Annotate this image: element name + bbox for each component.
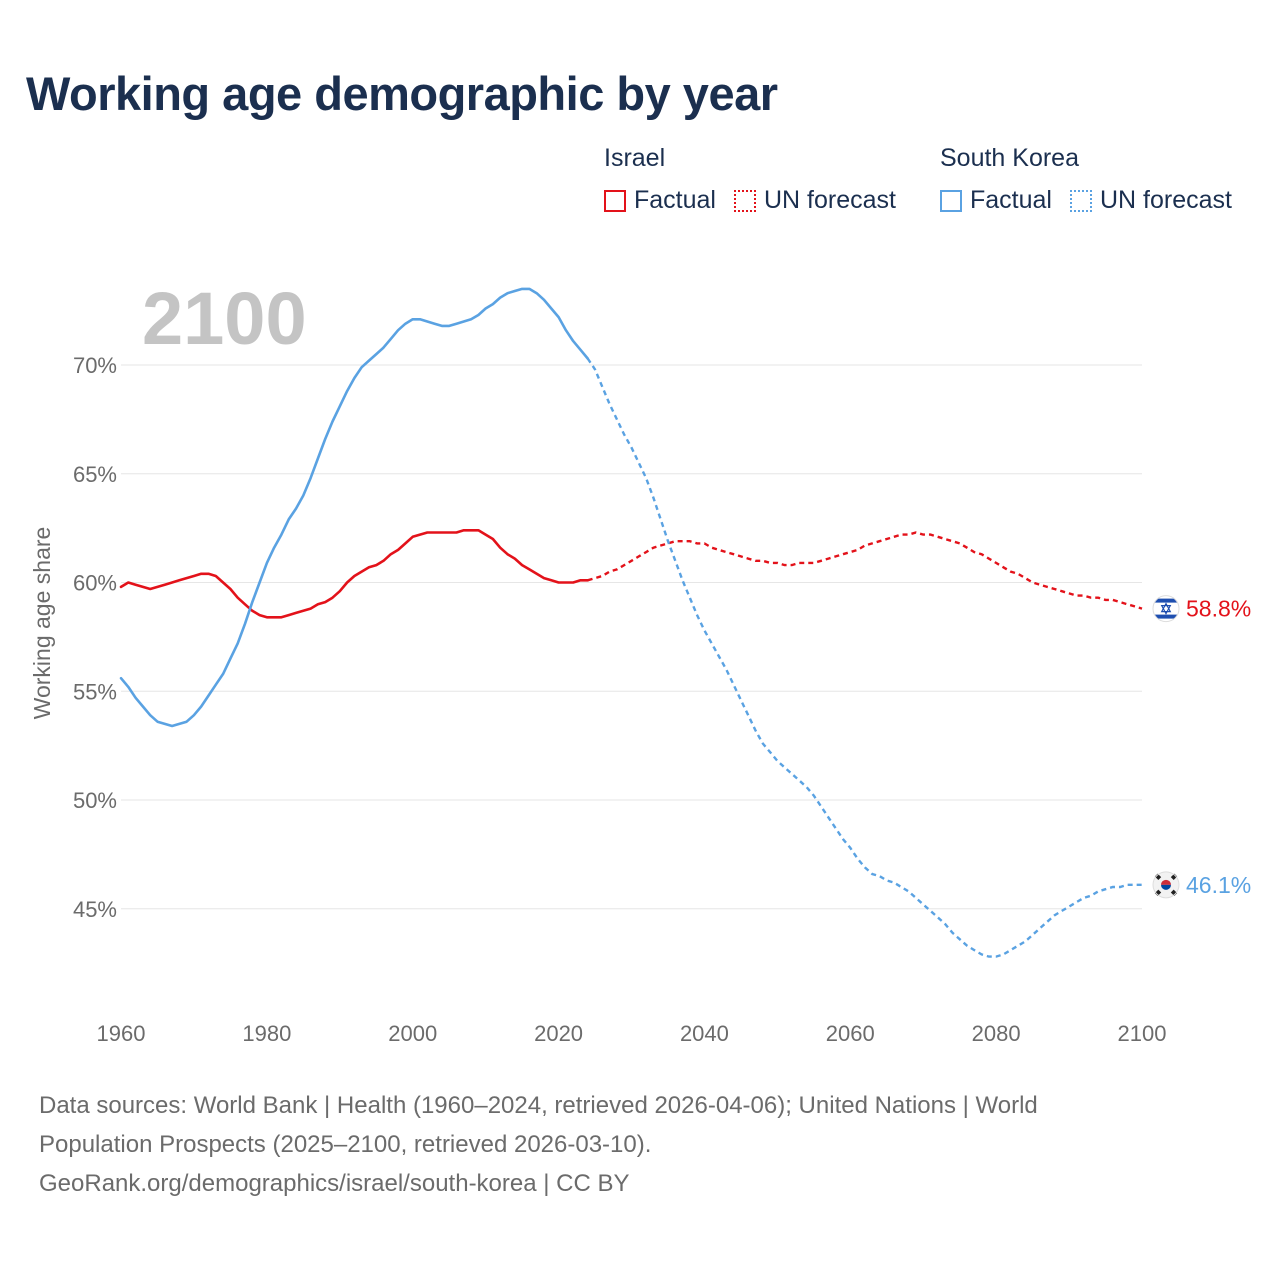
line-chart: 2100 45% 50% 55% 60% 65% 70% 1960 1980 2000 2020… xyxy=(29,277,1251,1046)
south-korea-factual-line[interactable] xyxy=(119,287,589,728)
legend-israel-forecast-label: UN forecast xyxy=(763,186,896,214)
y-tick-label: 65% xyxy=(73,462,117,487)
x-tick-label: 2060 xyxy=(826,1021,875,1046)
legend-israel: Israel Factual UN forecast xyxy=(604,144,914,215)
israel-forecast-line[interactable] xyxy=(587,531,1143,610)
legend-swatch-dotted-icon xyxy=(1069,189,1092,212)
legend-korea-name: South Korea xyxy=(940,144,1079,172)
end-value-label: 58.8% xyxy=(1186,596,1251,622)
legend-israel-factual-label: Factual xyxy=(634,186,716,214)
y-tick-label: 50% xyxy=(73,788,117,813)
chart-title: Working age demographic by year xyxy=(26,67,778,120)
y-tick-label: 55% xyxy=(73,679,117,704)
israel-factual-line[interactable] xyxy=(119,529,589,619)
legend-israel-factual[interactable]: Factual xyxy=(604,186,716,215)
end-value-label: 46.1% xyxy=(1186,872,1251,898)
y-tick-label: 60% xyxy=(73,571,117,596)
y-tick-label: 70% xyxy=(73,353,117,378)
south-korea-forecast-line[interactable] xyxy=(586,357,1142,958)
legend-korea-factual-label: Factual xyxy=(970,186,1052,214)
legend-swatch-solid-icon xyxy=(940,189,962,212)
south-korea-flag-icon xyxy=(1152,871,1180,899)
legend-israel-name: Israel xyxy=(604,144,666,172)
source-line: Population Prospects (2025–2100, retriev… xyxy=(39,1131,652,1158)
y-tick-label: 45% xyxy=(73,897,117,922)
legend-swatch-solid-icon xyxy=(604,189,626,212)
legend-south-korea: South Korea Factual UN forecast xyxy=(940,144,1250,215)
y-axis-label: Working age share xyxy=(29,527,55,720)
x-tick-label: 2080 xyxy=(972,1021,1021,1046)
legend-korea-factual[interactable]: Factual xyxy=(940,186,1052,215)
year-watermark: 2100 xyxy=(142,277,307,360)
x-tick-label: 1960 xyxy=(97,1021,146,1046)
x-tick-label: 2020 xyxy=(534,1021,583,1046)
legend-korea-forecast[interactable]: UN forecast xyxy=(1069,186,1232,215)
x-tick-label: 2100 xyxy=(1118,1021,1167,1046)
legend-korea-forecast-label: UN forecast xyxy=(1099,186,1232,214)
israel-flag-icon xyxy=(1152,595,1180,623)
legend-israel-forecast[interactable]: UN forecast xyxy=(733,186,896,215)
source-line: Data sources: World Bank | Health (1960–… xyxy=(39,1092,1038,1119)
source-note: Data sources: World Bank | Health (1960–… xyxy=(39,1086,1219,1203)
x-tick-label: 1980 xyxy=(242,1021,291,1046)
legend-swatch-dotted-icon xyxy=(733,189,756,212)
source-line: GeoRank.org/demographics/israel/south-ko… xyxy=(39,1170,630,1197)
x-tick-label: 2040 xyxy=(680,1021,729,1046)
x-tick-label: 2000 xyxy=(388,1021,437,1046)
